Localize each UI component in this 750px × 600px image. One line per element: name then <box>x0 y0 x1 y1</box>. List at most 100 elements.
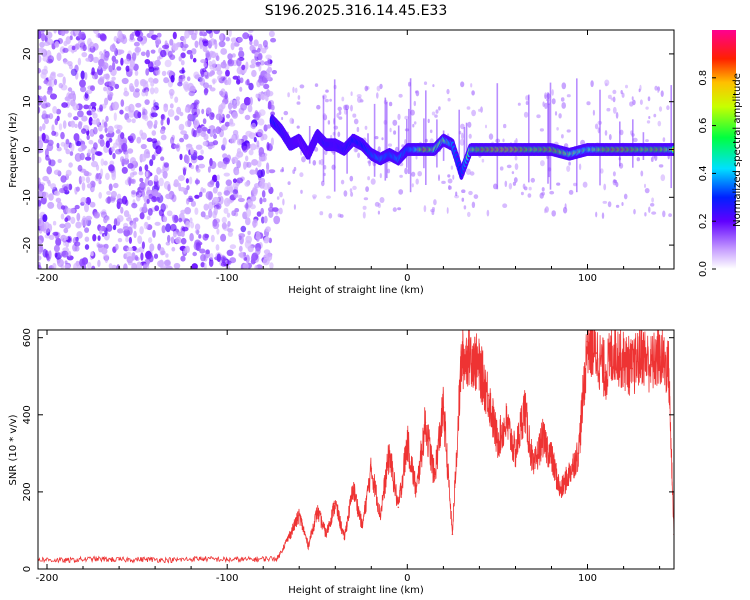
faint-blob <box>377 146 381 153</box>
noise-blob <box>116 66 122 71</box>
faint-blob <box>441 180 446 184</box>
noise-blob <box>251 69 257 78</box>
noise-blob <box>210 234 215 243</box>
figure-title: S196.2025.316.14.45.E33 <box>265 3 448 19</box>
faint-blob <box>528 186 532 191</box>
snr-marks <box>38 330 674 564</box>
noise-blob <box>67 250 72 257</box>
noise-blob <box>112 152 116 160</box>
snr-point <box>145 558 147 561</box>
noise-blob <box>64 217 69 223</box>
faint-blob <box>341 96 345 102</box>
noise-blob <box>77 164 83 172</box>
noise-blob <box>208 125 216 130</box>
faint-blob <box>561 134 564 139</box>
snr-point <box>118 558 120 561</box>
noise-blob <box>227 59 235 67</box>
noise-blob <box>229 137 234 144</box>
noise-blob <box>249 204 256 210</box>
faint-blob <box>615 181 619 188</box>
noise-blob <box>194 179 200 185</box>
faint-blob <box>454 194 460 199</box>
streak <box>384 97 387 181</box>
noise-blob <box>160 204 166 210</box>
noise-blob <box>38 67 41 74</box>
noise-blob <box>43 79 49 85</box>
noise-blob <box>67 112 73 118</box>
noise-blob <box>199 31 203 36</box>
noise-blob <box>221 216 227 224</box>
faint-blob <box>350 191 354 197</box>
streak <box>409 78 412 193</box>
noise-blob <box>203 262 207 269</box>
noise-blob <box>38 264 42 269</box>
noise-blob <box>269 202 274 208</box>
noise-blob <box>60 30 66 37</box>
noise-blob <box>239 86 243 92</box>
noise-blob <box>216 253 221 262</box>
faint-blob <box>539 192 544 199</box>
noise-blob <box>229 244 237 250</box>
noise-blob <box>126 118 132 123</box>
noise-blob <box>163 259 171 266</box>
noise-blob <box>149 159 154 167</box>
faint-blob <box>327 120 331 125</box>
snr-x-tick-label: -100 <box>216 573 239 584</box>
faint-blob <box>653 113 657 118</box>
snr-y-tick-label: 200 <box>22 482 33 501</box>
noise-blob <box>127 148 134 154</box>
noise-blob <box>193 119 200 128</box>
faint-blob <box>299 84 305 89</box>
noise-blob <box>242 262 249 269</box>
noise-blob <box>134 78 139 88</box>
noise-blob <box>42 248 48 258</box>
faint-blob <box>644 212 647 217</box>
faint-blob <box>508 182 513 190</box>
faint-blob <box>566 94 571 98</box>
noise-blob <box>211 59 216 69</box>
faint-blob <box>447 174 451 178</box>
noise-blob <box>38 250 42 255</box>
noise-blob <box>91 187 95 192</box>
noise-blob <box>54 118 58 126</box>
noise-blob <box>217 161 224 169</box>
noise-blob <box>81 128 87 135</box>
noise-blob <box>111 264 117 269</box>
faint-blob <box>594 123 599 130</box>
noise-blob <box>174 214 179 223</box>
noise-blob <box>61 250 69 258</box>
faint-blob <box>296 101 301 105</box>
faint-blob <box>468 190 473 196</box>
noise-blob <box>40 30 45 33</box>
faint-blob <box>376 92 379 99</box>
faint-blob <box>544 94 547 100</box>
noise-blob <box>209 87 216 92</box>
noise-blob <box>167 184 171 192</box>
faint-blob <box>473 194 479 200</box>
faint-blob <box>525 101 529 105</box>
faint-blob <box>564 203 567 210</box>
snr-point <box>622 360 625 362</box>
noise-blob <box>205 30 213 34</box>
faint-blob <box>319 211 324 216</box>
snr-point <box>604 371 607 374</box>
noise-blob <box>136 261 143 269</box>
faint-blob <box>392 207 397 212</box>
noise-blob <box>92 112 98 119</box>
faint-blob <box>654 85 658 91</box>
noise-blob <box>65 138 70 145</box>
faint-blob <box>387 143 393 147</box>
noise-blob <box>216 228 220 235</box>
spectrogram-x-tick-label: -100 <box>216 273 239 284</box>
noise-blob <box>108 65 113 73</box>
snr-series-line <box>38 330 674 564</box>
noise-blob <box>232 75 239 80</box>
noise-blob <box>85 197 92 206</box>
noise-blob <box>166 210 173 217</box>
streak <box>425 90 427 185</box>
noise-blob <box>152 66 160 71</box>
noise-blob <box>56 73 64 78</box>
noise-blob <box>103 160 108 166</box>
noise-blob <box>256 48 261 53</box>
